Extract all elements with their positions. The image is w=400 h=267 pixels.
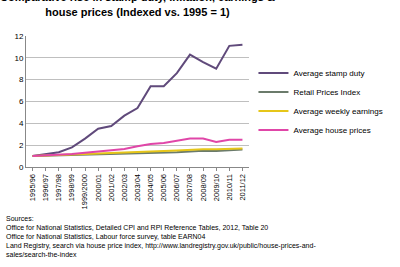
svg-text:Average stamp duty: Average stamp duty — [293, 69, 364, 78]
svg-text:2003/04: 2003/04 — [133, 174, 142, 201]
svg-text:2000/01: 2000/01 — [94, 174, 103, 201]
svg-text:6: 6 — [19, 97, 24, 106]
svg-text:2011/12: 2011/12 — [238, 174, 247, 201]
svg-text:8: 8 — [19, 75, 24, 84]
svg-text:1997/98: 1997/98 — [54, 174, 63, 201]
svg-text:0: 0 — [19, 163, 24, 172]
svg-text:1998/99: 1998/99 — [67, 174, 76, 201]
svg-text:2002/03: 2002/03 — [120, 174, 129, 201]
svg-text:Comparative rise in stamp duty: Comparative rise in stamp duty, inflatio… — [0, 0, 275, 18]
svg-text:2007/08: 2007/08 — [185, 174, 194, 201]
svg-text:2010/11: 2010/11 — [225, 174, 234, 201]
svg-text:2004/05: 2004/05 — [146, 174, 155, 201]
svg-text:2001/02: 2001/02 — [107, 174, 116, 201]
svg-text:Average weekly earnings: Average weekly earnings — [293, 107, 382, 116]
svg-text:10: 10 — [14, 54, 23, 63]
svg-text:1999/2000: 1999/2000 — [80, 174, 89, 209]
svg-text:1996/97: 1996/97 — [41, 174, 50, 201]
svg-text:2008/09: 2008/09 — [199, 174, 208, 201]
svg-text:Retail Prices Index: Retail Prices Index — [293, 88, 360, 97]
svg-text:Average house prices: Average house prices — [293, 126, 370, 135]
svg-text:2: 2 — [19, 141, 24, 150]
svg-text:1995/96: 1995/96 — [28, 174, 37, 201]
svg-text:4: 4 — [19, 119, 24, 128]
svg-text:12: 12 — [14, 32, 23, 41]
svg-text:Sources:Office for National St: Sources:Office for National Statistics, … — [6, 215, 316, 258]
svg-text:2005/06: 2005/06 — [159, 174, 168, 201]
svg-text:2006/07: 2006/07 — [172, 174, 181, 201]
svg-text:2009/10: 2009/10 — [212, 174, 221, 201]
